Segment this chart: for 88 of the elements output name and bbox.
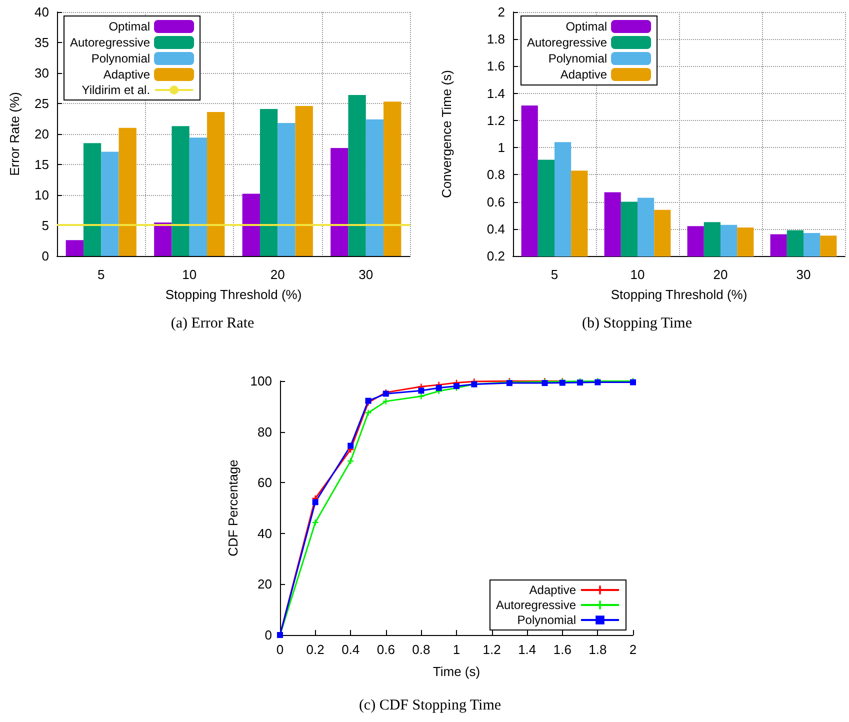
bar: [384, 102, 402, 256]
point: [365, 410, 372, 416]
y-tick-label: 1: [498, 140, 505, 156]
bar: [348, 94, 366, 256]
legend-label: Autoregressive: [496, 598, 576, 612]
y-tick-label: 1.2: [486, 112, 505, 128]
x-tick-label: 5: [98, 267, 105, 282]
text: (b) Stopping Time: [582, 316, 692, 332]
bar: [330, 148, 348, 256]
legend-label: Optimal: [566, 20, 608, 34]
y-tick-label: 0: [42, 248, 49, 264]
y-tick-label: 40: [34, 4, 49, 20]
y-tick-label: 5: [42, 218, 49, 233]
bar: [66, 240, 84, 256]
point: [418, 393, 424, 400]
y-axis-title: Convergence Time (s): [439, 70, 454, 198]
x-axis-title: Stopping Threshold (%): [610, 287, 748, 302]
x-tick-label: 10: [630, 267, 645, 282]
y-tick-label: 1.6: [486, 58, 505, 74]
bar: [83, 143, 102, 256]
x-tick-label: 10: [182, 267, 197, 282]
bar: [242, 194, 260, 256]
x-tick-label: 20: [713, 267, 728, 282]
y-tick-label: 20: [34, 126, 49, 142]
point: [348, 442, 354, 449]
bar: [278, 123, 296, 256]
legend-label: Adaptive: [529, 583, 576, 597]
x-axis-title: Time (s): [432, 664, 480, 679]
legend-label: Polynomial: [517, 613, 576, 627]
x-tick-label: 1: [452, 642, 460, 657]
bar: [207, 112, 225, 256]
y-tick-label: 100: [250, 374, 272, 388]
y-tick-label: 1.4: [486, 86, 505, 101]
x-tick-label: 5: [550, 267, 558, 282]
point: [312, 499, 318, 506]
y-tick-label: 35: [34, 35, 49, 50]
x-tick-label: 20: [270, 267, 285, 282]
legend-label: Yildirim et al.: [82, 83, 150, 97]
point: [436, 384, 442, 391]
bar: [295, 106, 313, 256]
bar: [101, 152, 119, 256]
legend-label: Polynomial: [91, 52, 150, 66]
legend-label: Autoregressive: [70, 36, 150, 50]
x-tick-label: 1.8: [588, 642, 607, 657]
y-tick-label: 0: [264, 628, 272, 642]
legend-label: Adaptive: [103, 68, 150, 82]
bar: [172, 126, 190, 256]
x-tick-label: 0.4: [342, 642, 360, 657]
legend-label: Adaptive: [560, 68, 608, 82]
y-tick-label: 40: [258, 526, 272, 541]
x-tick-label: 0: [276, 642, 284, 657]
text: (c) CDF Stopping Time: [358, 698, 502, 714]
legend-label: Autoregressive: [526, 36, 608, 50]
y-tick-label: 25: [34, 96, 49, 111]
x-tick-label: 0.8: [412, 642, 430, 657]
x-tick-label: 1.6: [553, 642, 572, 657]
legend-label: Optimal: [108, 20, 150, 34]
point: [312, 519, 318, 526]
y-tick-label: 0.6: [486, 194, 505, 210]
legend-label: Polynomial: [548, 52, 608, 66]
y-tick-label: 1.8: [486, 32, 505, 47]
y-tick-label: 0.2: [486, 248, 505, 264]
bar: [118, 128, 136, 256]
bar: [189, 138, 208, 256]
y-tick-label: 20: [258, 576, 272, 592]
x-tick-label: 2: [629, 642, 637, 657]
y-axis-title: Error Rate (%): [7, 92, 22, 176]
x-tick-label: 0.2: [306, 642, 324, 657]
y-tick-label: 80: [258, 424, 272, 440]
y-tick-label: 10: [34, 188, 49, 202]
point: [382, 398, 389, 404]
x-tick-label: 30: [796, 267, 811, 282]
x-axis-title: Stopping Threshold (%): [165, 287, 302, 302]
text: (a) Error Rate: [170, 316, 254, 332]
x-tick-label: 1.4: [518, 642, 536, 657]
y-tick-label: 30: [34, 66, 49, 80]
y-tick-label: 60: [258, 475, 272, 490]
y-tick-label: 0.8: [486, 167, 505, 182]
point: [418, 388, 424, 394]
bar: [260, 108, 278, 256]
x-tick-label: 30: [358, 267, 374, 282]
y-axis-title: CDF Percentage: [225, 460, 240, 556]
bar: [366, 119, 384, 256]
y-tick-label: 15: [34, 157, 49, 172]
bar: [154, 222, 172, 256]
x-tick-label: 0.6: [376, 642, 395, 657]
y-tick-label: 0.4: [486, 221, 505, 236]
y-tick-label: 2: [498, 4, 505, 20]
